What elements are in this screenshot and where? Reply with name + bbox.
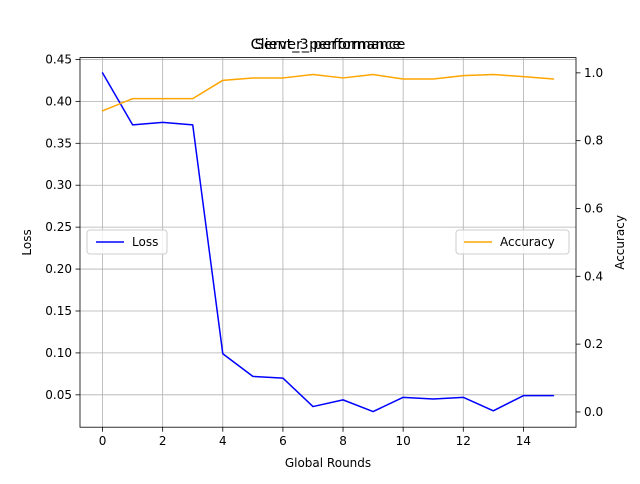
- x-tick-label: 12: [456, 434, 471, 448]
- left-y-tick-label: 0.25: [45, 220, 72, 234]
- left-y-axis-label: Loss: [20, 229, 34, 255]
- x-tick-label: 0: [99, 434, 107, 448]
- x-axis-label: Global Rounds: [285, 456, 371, 470]
- loss-legend-label: Loss: [132, 235, 158, 249]
- loss-legend: [86, 229, 168, 255]
- left-y-tick-label: 0.20: [45, 262, 72, 276]
- right-y-tick-label: 0.6: [584, 201, 603, 215]
- right-y-tick-label: 0.0: [584, 405, 603, 419]
- left-y-tick-label: 0.45: [45, 52, 72, 66]
- x-tick-label: 8: [339, 434, 347, 448]
- chart-title-primary: Client_3 performance: [251, 37, 406, 53]
- loss-series-line: [101, 72, 555, 413]
- chart-title-secondary: Server_performance: [255, 37, 402, 53]
- left-y-tick-label: 0.10: [45, 346, 72, 360]
- x-tick-label: 14: [516, 434, 531, 448]
- accuracy-legend-label: Accuracy: [500, 235, 555, 249]
- x-tick-label: 6: [279, 434, 287, 448]
- left-y-tick-label: 0.15: [45, 304, 72, 318]
- right-y-tick-label: 0.2: [584, 337, 603, 351]
- accuracy-legend: [455, 229, 570, 255]
- right-y-tick-label: 1.0: [584, 66, 603, 80]
- left-y-tick-label: 0.40: [45, 94, 72, 108]
- left-y-tick-label: 0.05: [45, 388, 72, 402]
- right-y-tick-label: 0.4: [584, 269, 603, 283]
- x-tick-label: 2: [159, 434, 167, 448]
- left-y-tick-label: 0.30: [45, 178, 72, 192]
- plot-frame: [79, 57, 577, 428]
- x-tick-label: 4: [219, 434, 227, 448]
- accuracy-series-line: [101, 73, 555, 112]
- right-y-axis-label: Accuracy: [613, 215, 627, 270]
- left-y-tick-label: 0.35: [45, 136, 72, 150]
- x-tick-label: 10: [396, 434, 411, 448]
- right-y-tick-label: 0.8: [584, 134, 603, 148]
